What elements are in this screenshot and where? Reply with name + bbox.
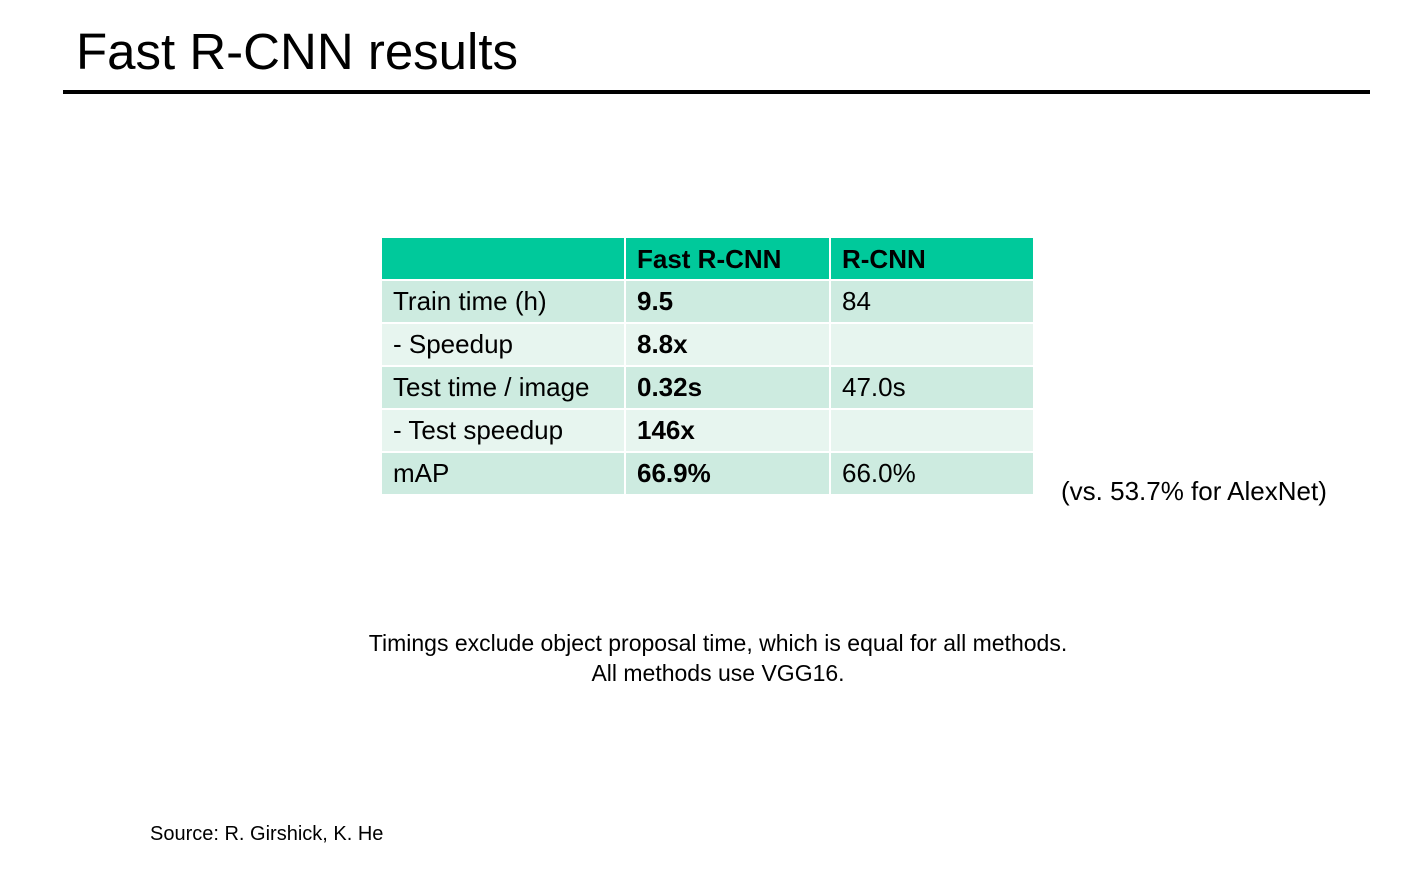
row-label: - Speedup — [380, 322, 626, 367]
footnote-line-1: Timings exclude object proposal time, wh… — [368, 630, 1068, 656]
slide-title: Fast R-CNN results — [76, 23, 519, 80]
fast-rcnn-value: 8.8x — [624, 322, 831, 367]
header-cell-label — [380, 236, 626, 281]
table-header-row: Fast R-CNN R-CNN — [380, 236, 1035, 281]
rcnn-value: 66.0% — [829, 451, 1035, 496]
fast-rcnn-value: 146x — [624, 408, 831, 453]
fast-rcnn-value: 0.32s — [624, 365, 831, 410]
source-citation: Source: R. Girshick, K. He — [150, 823, 384, 845]
results-table: Fast R-CNN R-CNN Train time (h) 9.5 84 -… — [380, 236, 1035, 496]
table-row: mAP 66.9% 66.0% — [380, 451, 1035, 496]
header-cell-rcnn: R-CNN — [829, 236, 1035, 281]
row-label: mAP — [380, 451, 626, 496]
row-label: Test time / image — [380, 365, 626, 410]
table-row: - Test speedup 146x — [380, 408, 1035, 453]
rcnn-value: 84 — [829, 279, 1035, 324]
rcnn-value — [829, 408, 1035, 453]
alexnet-comparison-note: (vs. 53.7% for AlexNet) — [1061, 476, 1327, 506]
header-cell-fast-rcnn: Fast R-CNN — [624, 236, 831, 281]
row-label: Train time (h) — [380, 279, 626, 324]
title-divider — [63, 90, 1370, 94]
fast-rcnn-value: 9.5 — [624, 279, 831, 324]
fast-rcnn-value: 66.9% — [624, 451, 831, 496]
table-row: Test time / image 0.32s 47.0s — [380, 365, 1035, 410]
timing-footnote: Timings exclude object proposal time, wh… — [0, 628, 1423, 688]
rcnn-value: 47.0s — [829, 365, 1035, 410]
table-row: - Speedup 8.8x — [380, 322, 1035, 367]
rcnn-value — [829, 322, 1035, 367]
footnote-line-2: All methods use VGG16. — [591, 660, 845, 686]
row-label: - Test speedup — [380, 408, 626, 453]
table-row: Train time (h) 9.5 84 — [380, 279, 1035, 324]
